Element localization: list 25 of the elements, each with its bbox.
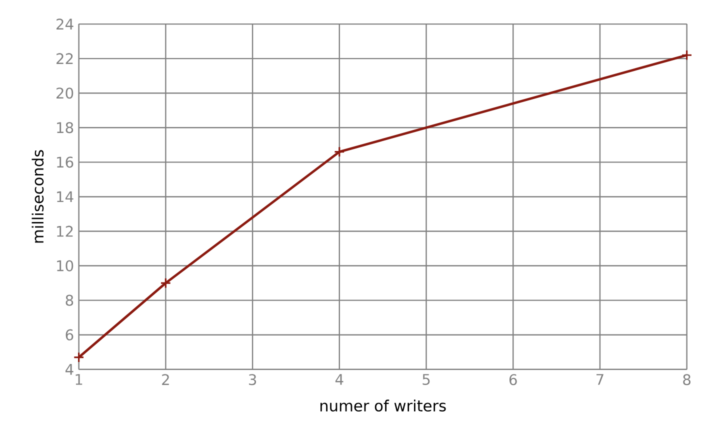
point: [681, 50, 692, 61]
x-tick-label: 6: [509, 374, 517, 386]
y-tick-label: 12: [57, 226, 73, 237]
x-tick-label: 2: [162, 374, 169, 385]
x-tick-label: 7: [596, 374, 604, 385]
point: [73, 352, 84, 363]
y-tick-label: 24: [56, 18, 74, 30]
y-tick-label: 18: [57, 122, 74, 134]
point: [160, 278, 172, 289]
y-axis-title: milliseconds: [32, 150, 44, 243]
x-tick-label: 3: [248, 374, 256, 386]
x-tick-label: 5: [422, 374, 430, 385]
y-tick-label: 22: [56, 53, 73, 64]
y-tick-label: 6: [66, 329, 74, 340]
point: [334, 146, 345, 158]
y-tick-label: 16: [57, 156, 74, 168]
y-tick-label: 4: [66, 364, 74, 375]
x-tick-label: 1: [76, 374, 82, 385]
y-tick-label: 20: [56, 88, 74, 99]
y-tick-label: 8: [66, 294, 74, 306]
y-tick-label: 14: [57, 191, 74, 202]
y-tick-label: 10: [57, 260, 74, 272]
x-tick-label: 8: [683, 374, 690, 386]
x-tick-label: 4: [335, 374, 344, 385]
x-axis-title: numer of writers: [320, 400, 446, 412]
